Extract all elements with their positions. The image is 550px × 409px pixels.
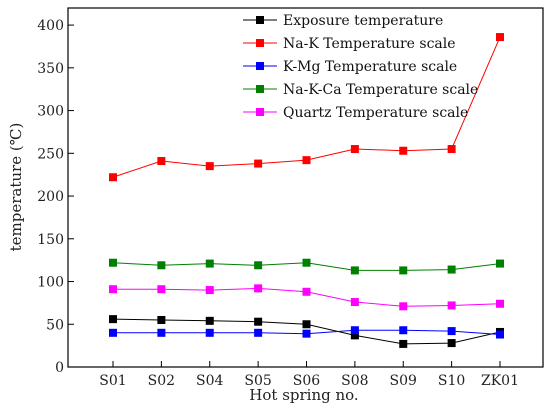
data-point xyxy=(399,339,408,348)
data-point xyxy=(254,328,263,337)
y-tick-label: 400 xyxy=(37,18,64,34)
data-point xyxy=(109,315,117,324)
data-point xyxy=(399,146,408,155)
data-point xyxy=(447,265,456,274)
legend-item: Quartz Temperature scale xyxy=(243,105,468,121)
data-point xyxy=(157,315,166,324)
data-point xyxy=(254,261,263,270)
data-point xyxy=(254,284,263,293)
data-point xyxy=(399,266,408,275)
y-tick-label: 150 xyxy=(37,232,64,248)
data-point xyxy=(205,316,214,325)
data-point xyxy=(496,299,504,308)
legend-item: K-Mg Temperature scale xyxy=(243,59,457,75)
data-point xyxy=(447,327,456,336)
legend-label: Quartz Temperature scale xyxy=(283,105,468,121)
data-point xyxy=(302,287,311,296)
legend-item: Na-K-Ca Temperature scale xyxy=(243,82,478,98)
x-tick-label: S01 xyxy=(99,373,126,389)
y-tick-label: 250 xyxy=(37,146,64,162)
plot-frame xyxy=(67,7,544,368)
x-tick-label: S10 xyxy=(438,373,465,389)
data-point xyxy=(350,266,359,275)
legend-marker xyxy=(256,85,264,93)
data-point xyxy=(302,320,311,329)
legend-label: K-Mg Temperature scale xyxy=(283,59,457,75)
data-point xyxy=(205,259,214,268)
y-axis: 0 50 100 150 200 250 300 350 400 xyxy=(37,18,74,376)
data-point xyxy=(350,145,359,154)
y-tick-label: 350 xyxy=(37,61,64,77)
x-tick-label: S02 xyxy=(148,373,175,389)
series-5 xyxy=(109,284,504,311)
data-point xyxy=(496,33,504,42)
legend-marker xyxy=(256,39,264,47)
legend-marker xyxy=(256,16,264,24)
series-lines xyxy=(109,33,504,348)
x-tick-label: S05 xyxy=(244,373,271,389)
data-point xyxy=(205,162,214,171)
data-point xyxy=(109,258,117,267)
legend: Exposure temperature Na-K Temperature sca… xyxy=(243,13,478,121)
data-point xyxy=(109,328,117,337)
data-point xyxy=(157,261,166,270)
x-tick-label: S09 xyxy=(390,373,417,389)
x-tick-label: S04 xyxy=(196,373,223,389)
legend-label: Exposure temperature xyxy=(283,13,443,29)
y-tick-label: 300 xyxy=(37,104,64,120)
legend-label: Na-K Temperature scale xyxy=(283,36,456,52)
data-point xyxy=(205,286,214,295)
x-tick-label: S06 xyxy=(293,373,320,389)
series-4 xyxy=(109,258,504,275)
series-1 xyxy=(109,315,504,348)
y-tick-label: 0 xyxy=(55,360,64,376)
data-point xyxy=(157,285,166,294)
data-point xyxy=(447,145,456,154)
x-tick-label: S08 xyxy=(341,373,368,389)
data-point xyxy=(399,326,408,335)
data-point xyxy=(302,156,311,165)
data-point xyxy=(302,329,311,338)
y-tick-label: 50 xyxy=(46,317,64,333)
series-2 xyxy=(109,33,504,182)
data-point xyxy=(350,331,359,340)
data-point xyxy=(447,301,456,310)
data-point xyxy=(157,157,166,166)
data-point xyxy=(109,173,117,182)
data-point xyxy=(109,285,117,294)
data-point xyxy=(496,330,504,339)
y-tick-label: 100 xyxy=(37,275,64,291)
data-point xyxy=(447,339,456,348)
data-point xyxy=(350,298,359,307)
x-tick-label: ZK01 xyxy=(481,373,519,389)
legend-marker xyxy=(256,62,264,70)
plot-border xyxy=(67,7,544,368)
data-point xyxy=(302,258,311,267)
data-point xyxy=(254,159,263,168)
legend-marker xyxy=(256,108,264,116)
data-point xyxy=(157,328,166,337)
x-axis: S01 S02 S04 S05 S06 S08 S09 S10 ZK01 xyxy=(99,361,519,389)
data-point xyxy=(496,259,504,268)
series-3 xyxy=(109,326,504,339)
data-point xyxy=(399,302,408,311)
data-point xyxy=(205,328,214,337)
x-axis-title: Hot spring no. xyxy=(249,386,358,404)
y-axis-title: temperature (℃) xyxy=(7,123,25,252)
legend-item: Na-K Temperature scale xyxy=(243,36,456,52)
legend-label: Na-K-Ca Temperature scale xyxy=(283,82,478,98)
data-point xyxy=(350,326,359,335)
legend-item: Exposure temperature xyxy=(243,13,443,29)
y-tick-label: 200 xyxy=(37,189,64,205)
data-point xyxy=(254,317,263,326)
